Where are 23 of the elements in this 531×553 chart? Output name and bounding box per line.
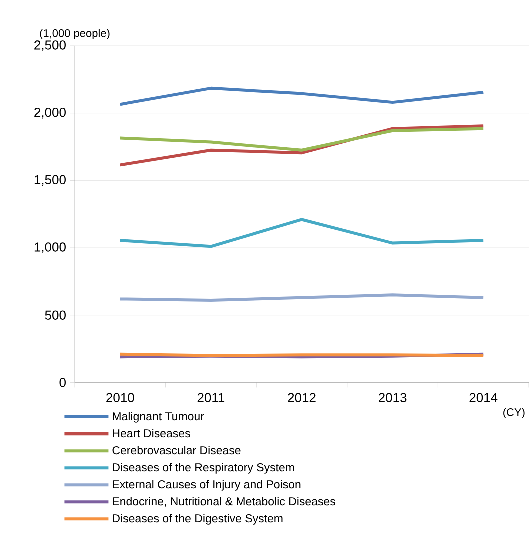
y-tick-label: 1,000 xyxy=(34,242,66,254)
y-tick-label: 0 xyxy=(60,378,66,388)
x-axis-title: (CY) xyxy=(504,408,525,418)
y-tick-label: 1,500 xyxy=(34,175,66,186)
x-tick-label: 2012 xyxy=(288,393,316,402)
y-tick-label: 2,000 xyxy=(34,108,66,119)
legend-label: Diseases of the Respiratory System xyxy=(113,463,294,474)
line-series xyxy=(118,127,486,152)
x-tick-label: 2011 xyxy=(198,393,225,402)
legend-label: External Causes of Injury and Poison xyxy=(113,480,301,491)
y-axis-title: (1,000 people) xyxy=(40,29,110,40)
legend-label: Diseases of the Digestive System xyxy=(113,514,283,525)
line-series xyxy=(118,86,486,106)
x-tick-label: 2014 xyxy=(470,393,498,402)
legend-label: Heart Diseases xyxy=(113,429,190,438)
x-tick-label: 2010 xyxy=(106,393,134,402)
y-tick-label: 500 xyxy=(45,310,66,320)
legend-label: Cerebrovascular Disease xyxy=(112,446,241,455)
x-tick-label: 2013 xyxy=(378,393,407,402)
legend-label: Malignant Tumour xyxy=(113,412,204,423)
y-tick-label: 2,500 xyxy=(34,40,66,52)
line-series xyxy=(118,218,486,248)
legend-label: Endocrine, Nutritional & Metabolic Diseases xyxy=(113,497,336,507)
